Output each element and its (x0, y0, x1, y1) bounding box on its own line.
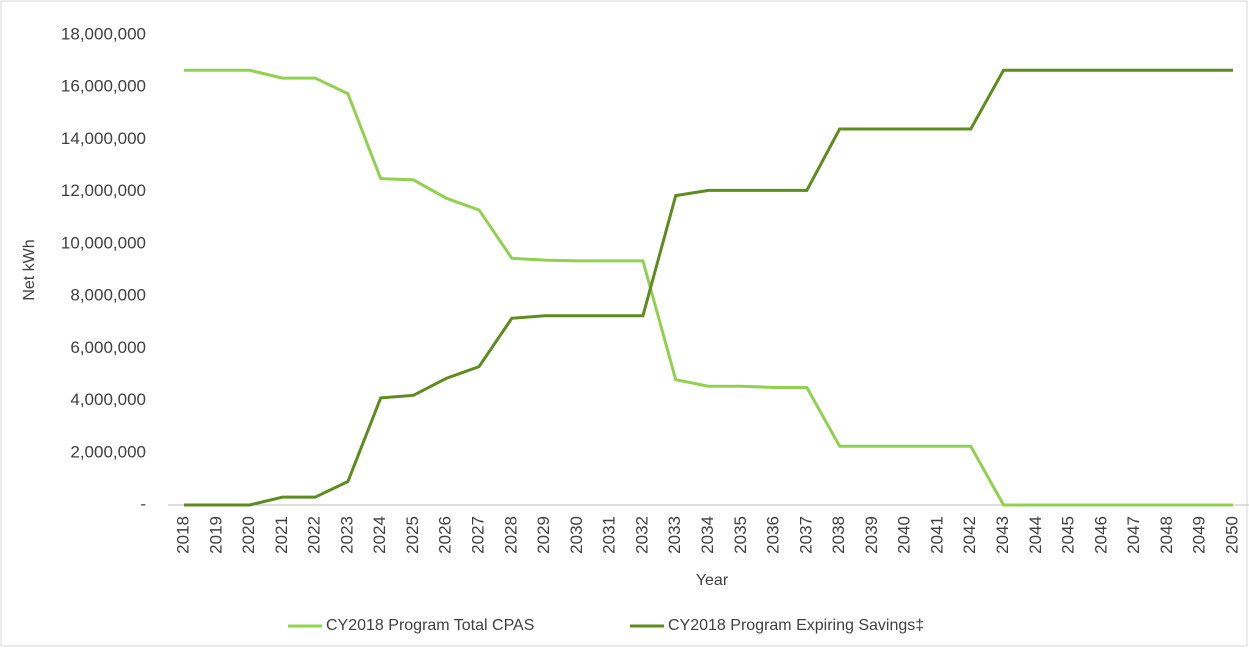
series-line (184, 68, 1233, 507)
y-axis-label: Net kWh (21, 239, 38, 300)
x-tick-label: 2039 (862, 516, 881, 554)
x-tick-label: 2043 (993, 516, 1012, 554)
x-tick-label: 2024 (370, 516, 389, 554)
y-tick-label: 6,000,000 (70, 338, 146, 357)
x-tick-label: 2020 (239, 516, 258, 554)
y-tick-label: 8,000,000 (70, 286, 146, 305)
x-tick-label: 2029 (534, 516, 553, 554)
x-tick-label: 2032 (632, 516, 651, 554)
legend-label: CY2018 Program Total CPAS (326, 617, 534, 634)
x-tick-label: 2034 (698, 516, 717, 554)
y-tick-label: 10,000,000 (61, 233, 146, 252)
x-axis-label: Year (696, 572, 729, 589)
x-tick-label: 2019 (206, 516, 225, 554)
x-tick-label: 2042 (960, 516, 979, 554)
x-tick-label: 2027 (469, 516, 488, 554)
y-tick-label: 18,000,000 (61, 24, 146, 43)
y-tick-label: 4,000,000 (70, 390, 146, 409)
x-tick-label: 2049 (1190, 516, 1209, 554)
x-tick-label: 2036 (764, 516, 783, 554)
x-tick-label: 2030 (567, 516, 586, 554)
x-tick-label: 2023 (337, 516, 356, 554)
legend-label: CY2018 Program Expiring Savings‡ (668, 617, 924, 634)
x-tick-label: 2033 (665, 516, 684, 554)
x-tick-label: 2021 (272, 516, 291, 554)
x-tick-label: 2035 (731, 516, 750, 554)
x-tick-label: 2031 (600, 516, 619, 554)
x-tick-label: 2040 (895, 516, 914, 554)
x-tick-label: 2028 (501, 516, 520, 554)
x-tick-label: 2048 (1157, 516, 1176, 554)
y-tick-label: 16,000,000 (61, 77, 146, 96)
x-tick-label: 2044 (1026, 516, 1045, 554)
y-tick-label: 14,000,000 (61, 129, 146, 148)
y-tick-label: 12,000,000 (61, 181, 146, 200)
x-tick-label: 2025 (403, 516, 422, 554)
x-tick-label: 2022 (305, 516, 324, 554)
y-tick-label: - (140, 494, 146, 513)
y-tick-label: 2,000,000 (70, 442, 146, 461)
x-tick-label: 2047 (1124, 516, 1143, 554)
x-tick-label: 2050 (1222, 516, 1241, 554)
series-line (184, 68, 1233, 507)
x-tick-label: 2026 (436, 516, 455, 554)
x-tick-label: 2018 (173, 516, 192, 554)
x-tick-label: 2037 (796, 516, 815, 554)
x-tick-label: 2045 (1059, 516, 1078, 554)
x-tick-label: 2046 (1091, 516, 1110, 554)
x-tick-label: 2041 (927, 516, 946, 554)
x-tick-label: 2038 (829, 516, 848, 554)
